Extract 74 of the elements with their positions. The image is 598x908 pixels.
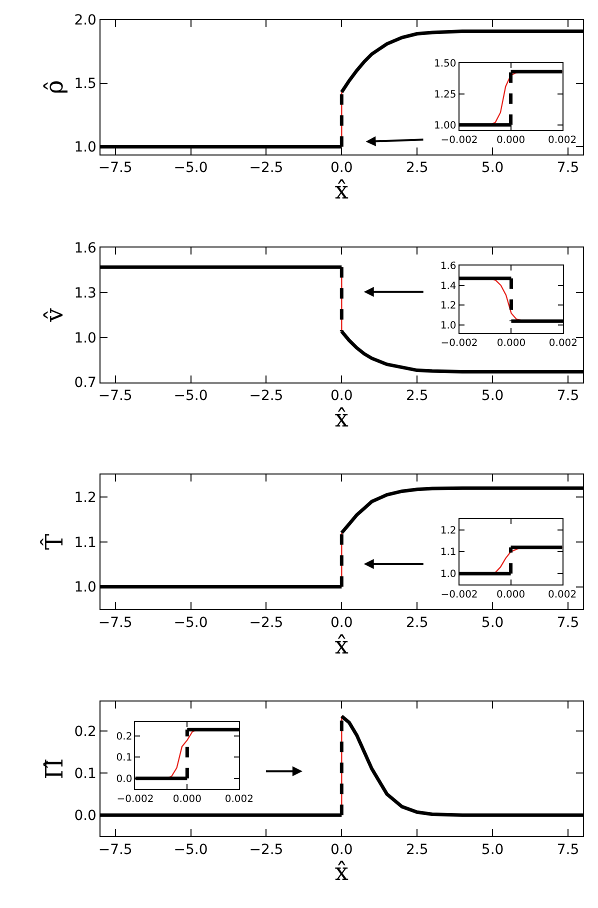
x-tick-label: 2.5 [406, 842, 428, 858]
x-tick-label: 2.5 [406, 615, 428, 631]
x-tick-label: 2.5 [406, 160, 428, 176]
y-tick-label: 0.0 [74, 808, 96, 824]
x-tick-label: 0.0 [330, 615, 353, 631]
x-tick-label: 5.0 [481, 615, 504, 631]
x-tick-label: −0.002 [440, 590, 478, 601]
y-tick-label: 0.1 [116, 752, 132, 764]
x-axis-title: x̂ [334, 176, 349, 204]
x-tick-label: 5.0 [481, 388, 504, 404]
x-tick-label: −0.002 [440, 134, 478, 146]
y-tick-label: 1.6 [440, 260, 456, 272]
y-tick-label: 1.2 [440, 525, 456, 536]
y-tick-label: 0.7 [74, 375, 96, 392]
x-tick-label: −7.5 [98, 842, 132, 858]
x-tick-label: 0.000 [496, 590, 526, 601]
x-axis-title: x̂ [334, 404, 349, 432]
y-tick-label: 1.5 [74, 76, 96, 92]
x-tick-label: 0.002 [548, 134, 577, 146]
x-tick-label: −7.5 [98, 160, 132, 176]
x-tick-label: −0.002 [440, 338, 478, 350]
y-tick-label: 1.0 [74, 580, 96, 596]
y-tick-label: 1.3 [74, 285, 96, 302]
x-tick-label: −2.5 [249, 160, 284, 176]
x-tick-label: −2.5 [249, 388, 284, 404]
y-tick-label: 0.2 [74, 724, 96, 740]
x-tick-label: −5.0 [174, 615, 208, 631]
y-tick-label: 1.2 [74, 490, 96, 506]
y-tick-label: 0.2 [116, 731, 132, 742]
x-tick-label: 2.5 [406, 388, 428, 404]
x-axis-title: x̂ [334, 631, 349, 660]
x-tick-label: 7.5 [556, 615, 580, 631]
x-tick-label: −2.5 [249, 842, 284, 858]
y-tick-label: 1.1 [440, 547, 456, 558]
y-tick-label: 1.6 [74, 240, 97, 257]
y-axis-title: v̂ [40, 308, 68, 323]
x-axis-title: x̂ [334, 858, 349, 886]
x-tick-label: 0.0 [330, 388, 353, 404]
y-tick-label: 1.50 [434, 58, 456, 70]
y-tick-label: 1.00 [434, 120, 456, 132]
y-tick-label: 0.0 [116, 774, 132, 785]
x-tick-label: 7.5 [556, 388, 580, 404]
x-tick-label: 0.000 [496, 338, 526, 350]
y-tick-label: 1.0 [74, 330, 96, 346]
x-tick-label: 0.0 [330, 160, 353, 176]
x-tick-label: 0.002 [548, 338, 578, 350]
y-axis-title: T̂ [40, 534, 68, 550]
x-tick-label: 0.002 [548, 590, 577, 601]
y-tick-label: 1.1 [74, 534, 96, 551]
y-axis-title: Π̂ [40, 758, 68, 780]
x-tick-label: 7.5 [556, 160, 580, 176]
x-tick-label: −5.0 [174, 160, 208, 176]
x-tick-label: −7.5 [98, 388, 132, 404]
y-tick-label: 1.0 [440, 320, 456, 332]
x-tick-label: 5.0 [481, 160, 504, 176]
y-tick-label: 2.0 [74, 12, 96, 29]
x-tick-label: −2.5 [249, 615, 284, 631]
x-tick-label: 0.002 [224, 794, 254, 805]
x-tick-label: −5.0 [174, 842, 208, 858]
y-tick-label: 1.25 [434, 89, 456, 100]
x-tick-label: 0.0 [330, 842, 353, 858]
x-tick-label: −5.0 [174, 388, 208, 404]
x-tick-label: 7.5 [556, 842, 580, 858]
y-tick-label: 1.0 [74, 140, 96, 156]
y-tick-label: 1.2 [440, 300, 456, 312]
y-tick-label: 1.4 [440, 280, 456, 292]
x-tick-label: −7.5 [98, 615, 132, 631]
x-tick-label: 0.000 [496, 134, 526, 146]
y-tick-label: 1.0 [440, 569, 456, 580]
y-axis-title: ρ̂ [40, 80, 68, 94]
x-tick-label: 5.0 [481, 842, 504, 858]
x-tick-label: −0.002 [116, 794, 154, 805]
x-tick-label: 0.000 [172, 794, 202, 805]
y-tick-label: 0.1 [74, 766, 96, 782]
